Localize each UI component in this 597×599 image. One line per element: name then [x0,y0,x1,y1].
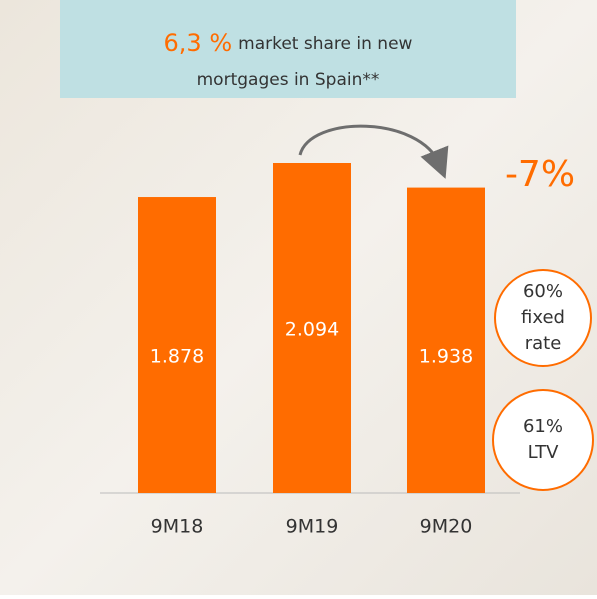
x-tick-label: 9M18 [151,516,204,538]
badge-text: 60% [523,281,563,302]
highlight-line: 6,3 %market share in new [164,29,413,57]
badge-text: fixed [521,307,565,328]
highlight-text: market share in new [238,34,412,54]
highlight-value: 6,3 % [164,29,233,57]
value-label: 2.094 [285,319,339,341]
x-tick-label: 9M19 [286,516,339,538]
value-label: 1.938 [419,346,473,368]
badge [493,390,593,490]
bar [407,188,485,493]
value-label: 1.878 [150,346,204,368]
badge-text: LTV [528,442,560,463]
change-label: -7% [505,154,575,195]
badge-text: 61% [523,416,563,437]
x-tick-label: 9M20 [420,516,473,538]
highlight-text: mortgages in Spain** [197,70,380,90]
chart: 6,3 %market share in new mortgages in Sp… [0,0,597,595]
badge-text: rate [525,333,562,354]
